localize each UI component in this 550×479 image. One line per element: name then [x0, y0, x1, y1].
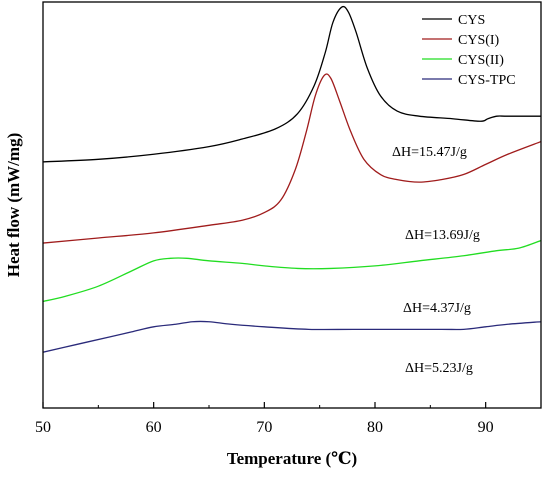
x-tick-label: 90	[478, 419, 494, 436]
legend-label-0: CYS	[458, 13, 485, 28]
annotation-layer: ΔH=15.47J/g ΔH=13.69J/g ΔH=4.37J/g ΔH=5.23J…	[392, 145, 480, 376]
y-axis-title: Heat flow (mW/mg)	[4, 133, 23, 277]
legend: CYS CYS(I) CYS(II) CYS-TPC	[422, 13, 516, 88]
legend-label-1: CYS(I)	[458, 33, 500, 48]
enthalpy-label-0: ΔH=15.47J/g	[392, 145, 467, 160]
x-axis-ticks: 50 60 70 80 90	[35, 402, 494, 436]
plot-frame	[42, 1, 542, 409]
x-tick-label: 80	[367, 419, 383, 436]
series-line-3	[43, 320, 541, 353]
series-line-2	[43, 239, 541, 303]
x-tick-label: 60	[146, 419, 162, 436]
series-layer	[43, 5, 541, 353]
legend-label-2: CYS(II)	[458, 53, 504, 68]
legend-label-3: CYS-TPC	[458, 73, 516, 88]
x-tick-label: 50	[35, 419, 51, 436]
enthalpy-label-2: ΔH=4.37J/g	[403, 301, 471, 316]
x-axis-title: Temperature (℃)	[227, 449, 357, 468]
enthalpy-label-1: ΔH=13.69J/g	[405, 228, 480, 243]
series-line-1	[43, 73, 541, 244]
enthalpy-label-3: ΔH=5.23J/g	[405, 361, 473, 376]
x-tick-label: 70	[256, 419, 272, 436]
series-line-0	[43, 5, 541, 163]
